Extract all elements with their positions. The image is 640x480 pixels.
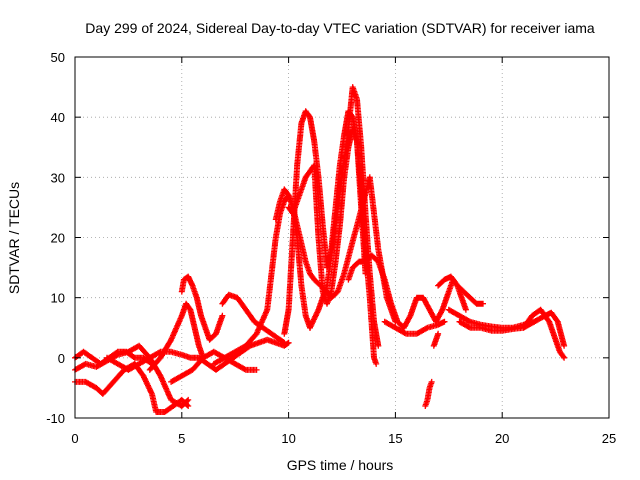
- series-markers: [422, 378, 435, 409]
- series-track-15: [381, 318, 448, 337]
- series-markers: [520, 306, 568, 361]
- y-tick-label: 50: [51, 50, 65, 65]
- x-tick-label: 5: [178, 431, 185, 446]
- x-tick-label: 15: [388, 431, 402, 446]
- x-tick-label: 20: [495, 431, 509, 446]
- data-series: [72, 84, 568, 415]
- series-markers: [146, 300, 207, 373]
- x-axis-label: GPS time / hours: [287, 457, 394, 473]
- series-track-21: [520, 306, 568, 361]
- y-tick-label: 0: [58, 351, 65, 366]
- series-markers: [178, 273, 226, 343]
- series-track-13: [307, 84, 382, 349]
- y-tick-label: 30: [51, 170, 65, 185]
- chart-title: Day 299 of 2024, Sidereal Day-to-day VTE…: [85, 20, 595, 36]
- y-axis-label: SDTVAR / TECUs: [6, 182, 22, 294]
- series-markers: [435, 273, 486, 307]
- x-tick-label: 25: [602, 431, 616, 446]
- x-tick-label: 0: [71, 431, 78, 446]
- series-track-18: [435, 273, 486, 307]
- series-track-5: [146, 300, 207, 373]
- y-tick-label: 20: [51, 231, 65, 246]
- y-tick-label: -10: [46, 411, 65, 426]
- series-track-16: [422, 378, 435, 409]
- y-tick-label: 10: [51, 291, 65, 306]
- grid: [75, 57, 609, 418]
- series-track-17: [430, 330, 442, 349]
- series-markers: [307, 84, 382, 349]
- y-tick-label: 40: [51, 110, 65, 125]
- ticks: 0 5 10 15 20 25 -10 0 10 20 30 40 50: [46, 50, 616, 446]
- x-tick-label: 10: [281, 431, 295, 446]
- series-markers: [430, 330, 442, 349]
- series-markers: [381, 318, 448, 337]
- series-track-6: [178, 273, 226, 343]
